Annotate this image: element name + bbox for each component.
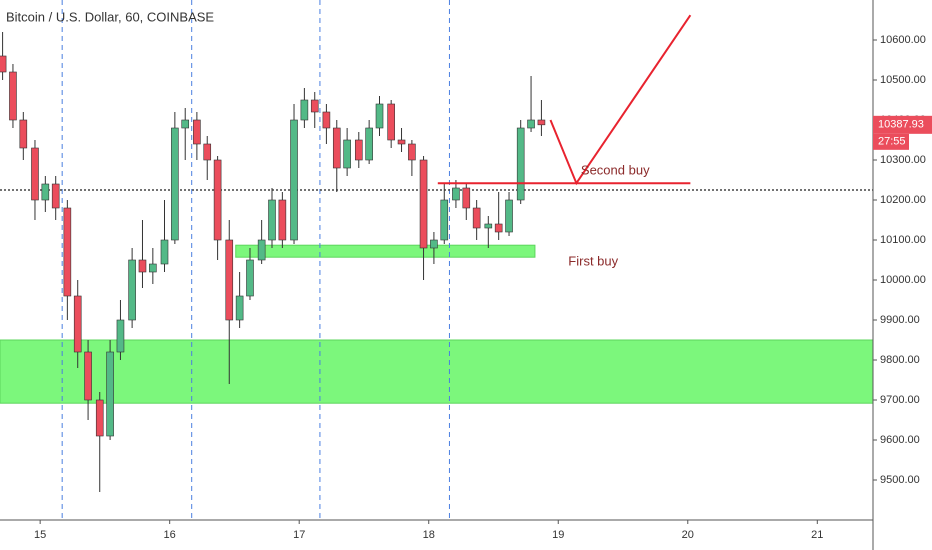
x-tick-label: 17: [293, 529, 305, 541]
support-zone: [0, 339, 874, 404]
candle-body: [128, 259, 136, 321]
candle-body: [106, 351, 114, 437]
y-tick-label: 10100.00: [880, 234, 926, 246]
candle-body: [213, 159, 222, 241]
candle-body: [375, 103, 384, 129]
candle-body: [484, 223, 493, 229]
countdown: 27:55: [878, 136, 906, 148]
candle-body: [31, 147, 39, 201]
candle-body: [235, 295, 244, 321]
y-tick-label: 9500.00: [880, 474, 920, 486]
y-tick-label: 9700.00: [880, 394, 920, 406]
x-tick-label: 18: [423, 529, 435, 541]
y-tick-label: 10200.00: [880, 194, 926, 206]
candle-body: [193, 119, 201, 145]
x-tick-label: 19: [552, 529, 564, 541]
candle-body: [149, 263, 157, 273]
candle-body: [171, 127, 179, 241]
x-tick-label: 21: [811, 529, 823, 541]
y-tick-label: 9600.00: [880, 434, 920, 446]
last-price-label: 10387.93: [878, 119, 924, 131]
candle-body: [84, 351, 92, 401]
candle-body: [41, 183, 50, 201]
candle-body: [290, 119, 298, 241]
candle-body: [537, 119, 546, 126]
candle-body: [462, 187, 471, 209]
candle-body: [397, 139, 406, 145]
candle-body: [9, 71, 17, 121]
support-zone: [235, 244, 536, 258]
candle-body: [472, 207, 481, 229]
y-tick-label: 10500.00: [880, 74, 926, 86]
chart-title: Bitcoin / U.S. Dollar, 60, COINBASE: [6, 9, 214, 24]
candle-body: [516, 127, 525, 201]
x-tick-label: 16: [164, 529, 176, 541]
candle-body: [51, 183, 60, 209]
candle-body: [181, 119, 190, 129]
countdown-box: [873, 133, 909, 150]
candle-body: [332, 127, 341, 169]
x-tick-label: 20: [682, 529, 694, 541]
y-tick-label: 9800.00: [880, 354, 920, 366]
last-price-box: [873, 115, 932, 134]
candle-body: [322, 111, 331, 129]
annotation: First buy: [568, 253, 618, 268]
candle-body: [95, 399, 104, 437]
candle-body: [246, 259, 254, 297]
candle-body: [138, 259, 147, 273]
candle-body: [116, 319, 125, 353]
candle-body: [160, 239, 169, 265]
candle-body: [73, 295, 82, 353]
candle-body: [257, 239, 266, 261]
candle-body: [505, 199, 513, 233]
candle-body: [0, 55, 7, 73]
candle-body: [452, 187, 460, 201]
y-tick-label: 10000.00: [880, 274, 926, 286]
x-tick-label: 15: [34, 529, 46, 541]
candle-body: [203, 143, 212, 161]
candle-body: [19, 119, 28, 149]
candle-body: [365, 127, 373, 161]
candle-body: [440, 199, 449, 241]
candle-body: [300, 99, 309, 121]
candle-body: [408, 143, 416, 161]
candle-body: [387, 103, 395, 141]
annotation: Second buy: [581, 163, 650, 178]
candle-body: [343, 139, 351, 169]
candle-body: [354, 139, 363, 161]
y-tick-label: 10600.00: [880, 34, 926, 46]
y-tick-label: 10300.00: [880, 154, 926, 166]
projection-path: [549, 14, 692, 186]
candle-body: [527, 119, 535, 129]
candle-body: [419, 159, 428, 249]
candle-body: [225, 239, 234, 321]
candle-body: [278, 199, 287, 241]
candle-body: [430, 239, 438, 249]
candle-body: [63, 207, 72, 297]
candle-body: [494, 223, 503, 233]
y-tick-label: 9900.00: [880, 314, 920, 326]
candle-body: [310, 99, 319, 113]
candle-body: [268, 199, 276, 241]
